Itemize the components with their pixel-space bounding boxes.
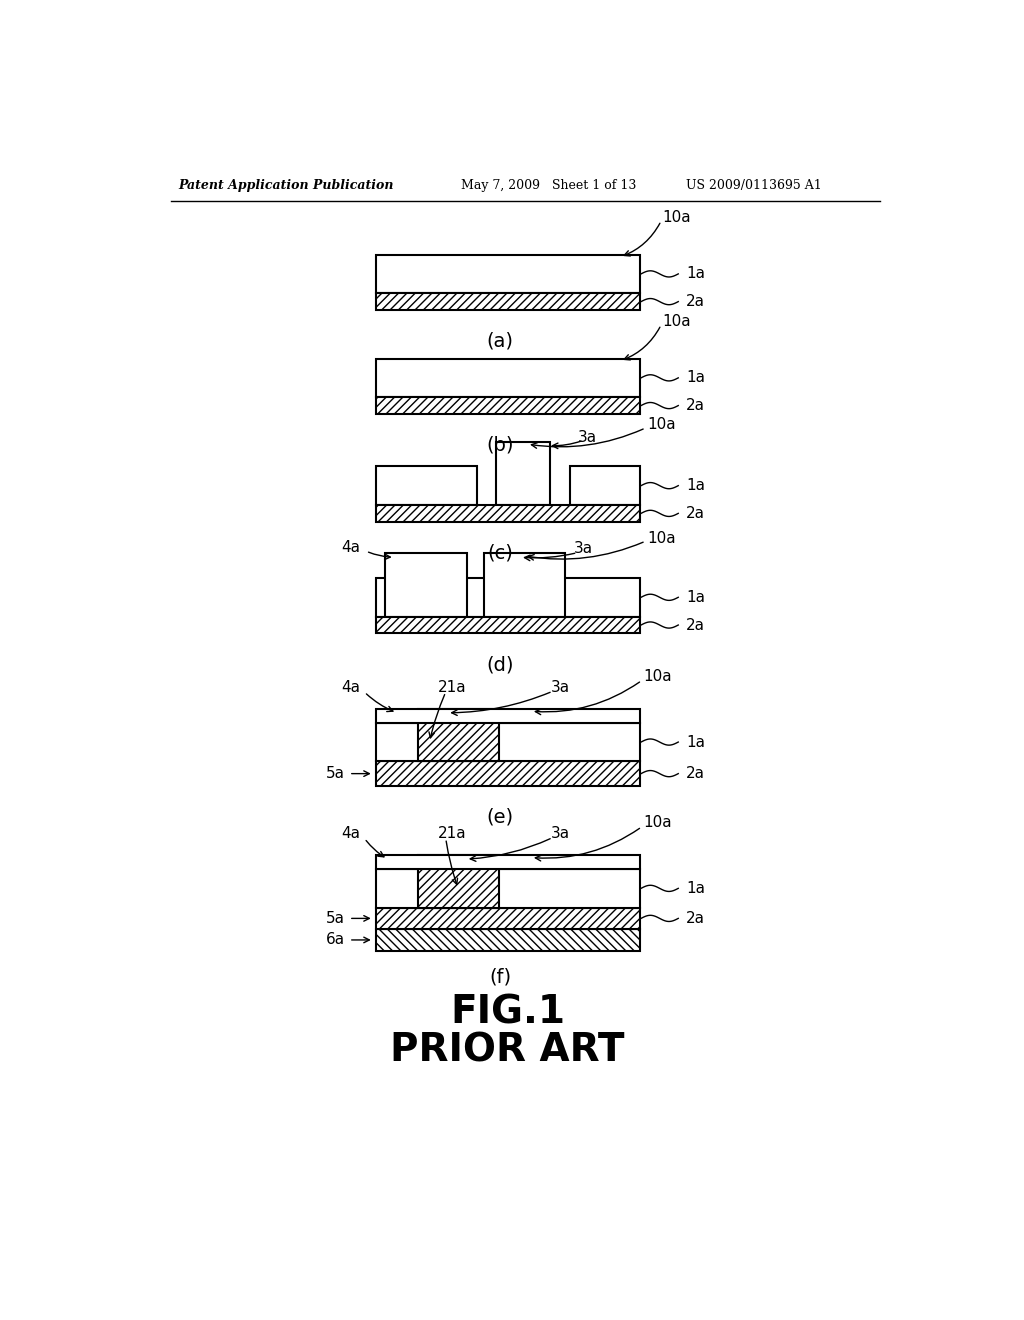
Text: 2a: 2a xyxy=(686,911,705,925)
Bar xyxy=(418,709,500,762)
Text: 1a: 1a xyxy=(686,734,705,750)
Bar xyxy=(496,442,550,506)
Text: 4a: 4a xyxy=(341,680,360,694)
Text: 3a: 3a xyxy=(578,429,597,445)
Text: Patent Application Publication: Patent Application Publication xyxy=(178,178,394,191)
Text: 21a: 21a xyxy=(438,680,467,694)
Text: FIG.1: FIG.1 xyxy=(451,994,565,1031)
Text: 2a: 2a xyxy=(686,399,705,413)
Text: (c): (c) xyxy=(487,544,513,562)
Text: 5a: 5a xyxy=(326,911,345,925)
Text: 5a: 5a xyxy=(326,766,345,781)
Bar xyxy=(376,709,640,723)
Text: 2a: 2a xyxy=(686,618,705,632)
Text: 1a: 1a xyxy=(686,478,705,494)
Text: 3a: 3a xyxy=(573,541,593,556)
Text: 10a: 10a xyxy=(643,816,672,830)
Bar xyxy=(418,855,500,908)
Text: 4a: 4a xyxy=(341,540,360,554)
Bar xyxy=(376,293,640,310)
Bar xyxy=(376,506,640,521)
Bar xyxy=(376,762,640,785)
Text: 10a: 10a xyxy=(647,531,676,545)
Text: 10a: 10a xyxy=(647,417,676,432)
Text: 1a: 1a xyxy=(686,267,705,281)
Text: PRIOR ART: PRIOR ART xyxy=(390,1032,625,1069)
Bar xyxy=(376,869,640,908)
Bar xyxy=(569,466,640,506)
Text: May 7, 2009   Sheet 1 of 13: May 7, 2009 Sheet 1 of 13 xyxy=(461,178,637,191)
Text: 3a: 3a xyxy=(550,826,569,841)
Text: (a): (a) xyxy=(486,331,513,351)
Text: 1a: 1a xyxy=(686,590,705,605)
Text: (e): (e) xyxy=(486,808,514,826)
Bar xyxy=(385,553,467,616)
Bar xyxy=(376,359,640,397)
Bar xyxy=(376,255,640,293)
Text: 10a: 10a xyxy=(643,669,672,684)
Text: 3a: 3a xyxy=(550,680,569,694)
Text: 1a: 1a xyxy=(686,880,705,896)
Text: 1a: 1a xyxy=(686,371,705,385)
Bar xyxy=(376,855,640,869)
Text: US 2009/0113695 A1: US 2009/0113695 A1 xyxy=(686,178,821,191)
Text: 2a: 2a xyxy=(686,766,705,781)
Text: (b): (b) xyxy=(486,436,514,454)
Text: 6a: 6a xyxy=(326,932,345,948)
Bar xyxy=(483,553,565,616)
Text: 4a: 4a xyxy=(341,826,360,841)
Bar xyxy=(376,578,640,616)
Text: 21a: 21a xyxy=(438,826,467,841)
Bar xyxy=(376,929,640,950)
Bar xyxy=(376,908,640,929)
Text: 2a: 2a xyxy=(686,294,705,309)
Text: 2a: 2a xyxy=(686,506,705,521)
Text: (d): (d) xyxy=(486,655,514,675)
Bar xyxy=(376,466,477,506)
Bar xyxy=(376,397,640,414)
Bar xyxy=(376,616,640,634)
Text: 10a: 10a xyxy=(663,210,691,226)
Text: (f): (f) xyxy=(488,968,511,986)
Text: 10a: 10a xyxy=(663,314,691,329)
Bar xyxy=(376,723,640,762)
